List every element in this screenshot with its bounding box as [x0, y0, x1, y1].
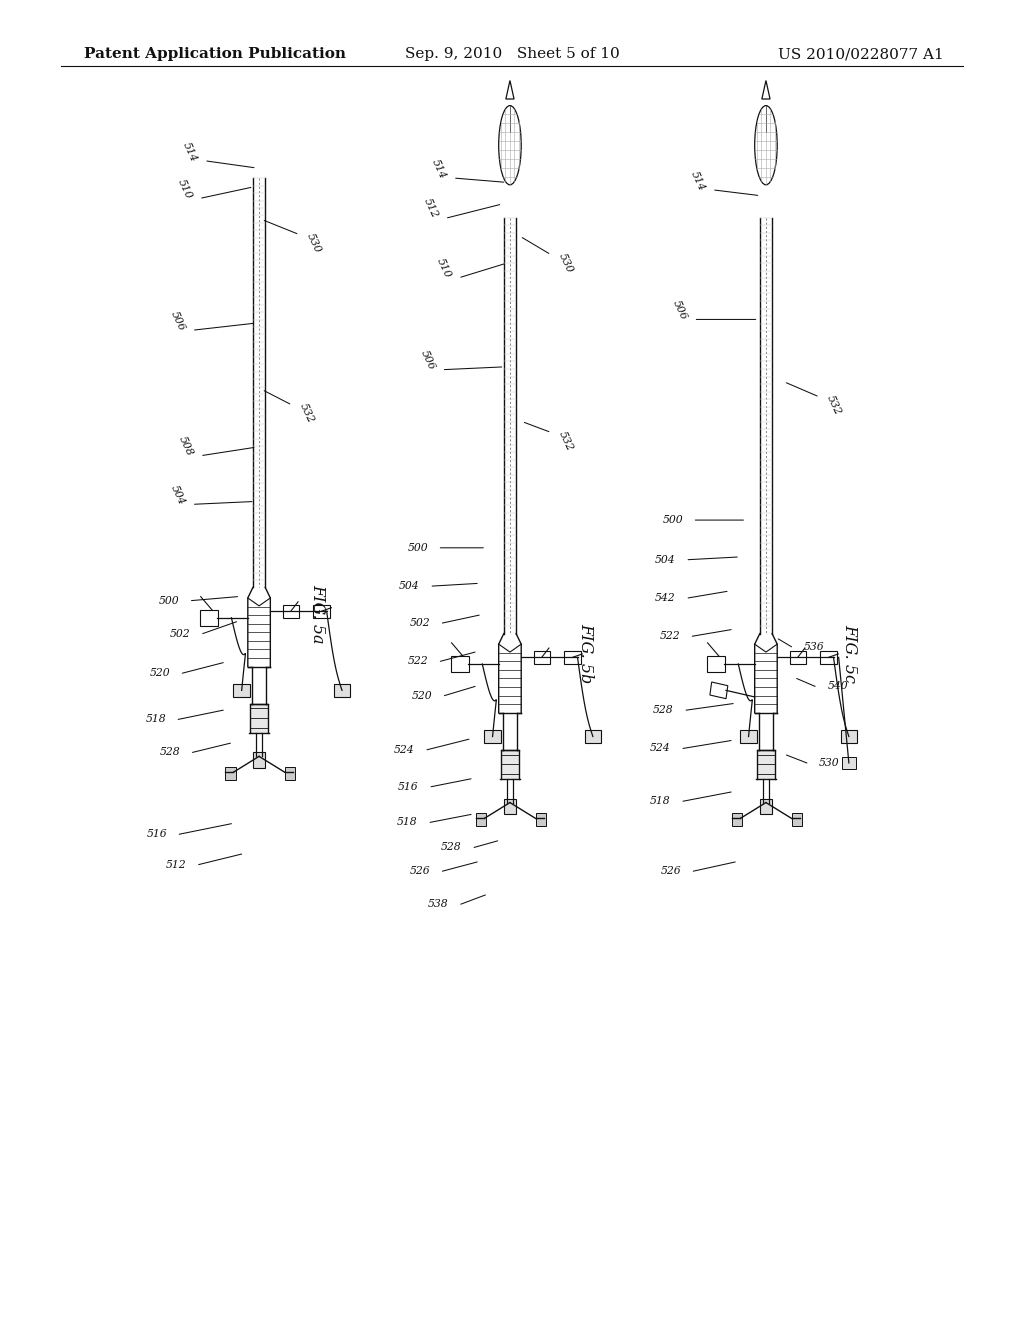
- Text: 504: 504: [655, 554, 676, 565]
- Text: 500: 500: [159, 595, 179, 606]
- Polygon shape: [707, 656, 725, 672]
- Text: 532: 532: [825, 393, 843, 417]
- Text: FIG. 5b: FIG. 5b: [578, 623, 594, 684]
- Polygon shape: [534, 651, 550, 664]
- Polygon shape: [334, 684, 350, 697]
- Bar: [536, 813, 546, 826]
- Text: Sep. 9, 2010   Sheet 5 of 10: Sep. 9, 2010 Sheet 5 of 10: [404, 48, 620, 61]
- Polygon shape: [585, 730, 601, 743]
- Polygon shape: [484, 730, 501, 743]
- Text: 514: 514: [430, 157, 447, 181]
- Text: 518: 518: [397, 817, 418, 828]
- Text: 528: 528: [441, 842, 462, 853]
- Text: FIG. 5a: FIG. 5a: [309, 583, 326, 644]
- Text: 536: 536: [804, 642, 824, 652]
- Text: 512: 512: [422, 197, 439, 220]
- Text: 522: 522: [408, 656, 428, 667]
- Text: 532: 532: [298, 401, 315, 425]
- Text: 510: 510: [176, 177, 194, 201]
- Text: 512: 512: [166, 859, 186, 870]
- Bar: [792, 813, 802, 826]
- Text: 530: 530: [305, 231, 323, 255]
- Bar: [225, 767, 236, 780]
- Text: 516: 516: [398, 781, 419, 792]
- Bar: [504, 799, 516, 814]
- Text: 504: 504: [399, 581, 420, 591]
- Polygon shape: [762, 81, 770, 99]
- Text: 506: 506: [419, 348, 436, 372]
- Text: 514: 514: [689, 169, 707, 193]
- Text: 540: 540: [827, 681, 848, 692]
- Text: 538: 538: [428, 899, 449, 909]
- Text: 522: 522: [659, 631, 680, 642]
- Polygon shape: [564, 651, 581, 664]
- Polygon shape: [790, 651, 806, 664]
- Text: 520: 520: [412, 690, 432, 701]
- Polygon shape: [200, 610, 218, 626]
- Text: 526: 526: [660, 866, 681, 876]
- Text: 504: 504: [169, 483, 186, 507]
- Text: 524: 524: [394, 744, 415, 755]
- Bar: [760, 799, 772, 814]
- Text: 506: 506: [671, 298, 688, 322]
- Text: 506: 506: [169, 309, 186, 333]
- Text: 518: 518: [145, 714, 166, 725]
- Text: 510: 510: [435, 256, 453, 280]
- Text: US 2010/0228077 A1: US 2010/0228077 A1: [778, 48, 944, 61]
- Text: 524: 524: [650, 743, 671, 754]
- Text: FIG. 5c: FIG. 5c: [842, 624, 858, 682]
- Text: 500: 500: [663, 515, 683, 525]
- Text: 542: 542: [655, 593, 676, 603]
- Polygon shape: [233, 684, 250, 697]
- Text: 514: 514: [181, 140, 199, 164]
- Bar: [285, 767, 295, 780]
- Text: 502: 502: [410, 618, 430, 628]
- Bar: [757, 750, 775, 779]
- Bar: [253, 752, 265, 768]
- Text: 532: 532: [557, 429, 574, 453]
- Bar: [732, 813, 742, 826]
- Polygon shape: [506, 81, 514, 99]
- Polygon shape: [841, 730, 857, 743]
- Text: 530: 530: [557, 251, 574, 275]
- Text: 526: 526: [410, 866, 430, 876]
- Text: 530: 530: [819, 758, 840, 768]
- Polygon shape: [451, 656, 469, 672]
- Bar: [476, 813, 486, 826]
- Text: Patent Application Publication: Patent Application Publication: [84, 48, 346, 61]
- Ellipse shape: [755, 106, 777, 185]
- Text: 516: 516: [146, 829, 167, 840]
- Polygon shape: [313, 605, 330, 618]
- Polygon shape: [283, 605, 299, 618]
- Text: 500: 500: [408, 543, 428, 553]
- Text: 528: 528: [160, 747, 180, 758]
- Ellipse shape: [499, 106, 521, 185]
- Polygon shape: [820, 651, 837, 664]
- Bar: [250, 704, 268, 733]
- Text: 502: 502: [170, 628, 190, 639]
- Text: 518: 518: [650, 796, 671, 807]
- Polygon shape: [740, 730, 757, 743]
- Text: 508: 508: [177, 434, 195, 458]
- Text: 520: 520: [150, 668, 170, 678]
- Polygon shape: [842, 758, 856, 768]
- Bar: [501, 750, 519, 779]
- Text: 528: 528: [653, 705, 674, 715]
- Polygon shape: [710, 682, 728, 698]
